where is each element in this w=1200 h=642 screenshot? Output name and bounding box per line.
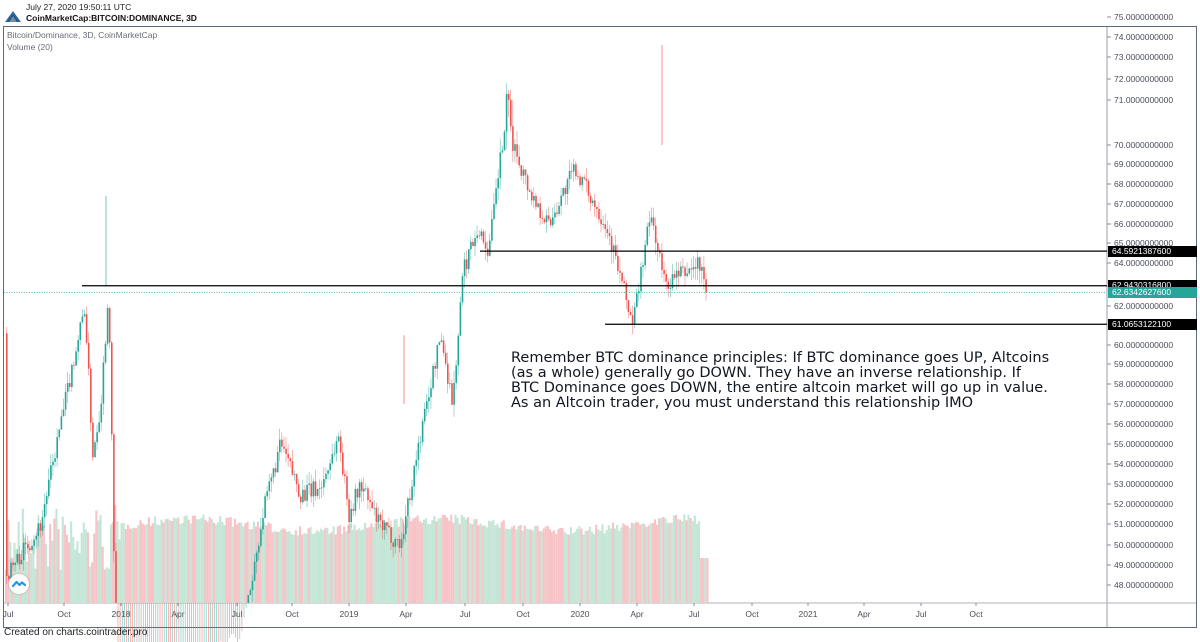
time-tick-label: Oct bbox=[285, 609, 299, 619]
annotation-text: Remember BTC dominance principles: If BT… bbox=[511, 350, 1050, 411]
symbol-title: CoinMarketCap:BITCOIN:DOMINANCE, 3D bbox=[26, 13, 197, 23]
time-tick-label: Jul bbox=[3, 609, 14, 619]
cointrader-logo-icon bbox=[5, 11, 21, 22]
price-tick-label: 48.0000000000 bbox=[1114, 580, 1173, 590]
time-tick-label: 2019 bbox=[340, 609, 359, 619]
price-tick-label: 59.0000000000 bbox=[1114, 359, 1173, 369]
chart-header: July 27, 2020 19:50:11 UTC CoinMarketCap… bbox=[0, 0, 1200, 26]
time-tick-label: Oct bbox=[516, 609, 530, 619]
price-tick-label: 67.0000000000 bbox=[1114, 199, 1173, 209]
price-tick-label: 73.0000000000 bbox=[1114, 52, 1173, 62]
price-tick-label: 58.0000000000 bbox=[1114, 379, 1173, 389]
time-tick-label: Jul bbox=[916, 609, 927, 619]
price-tick-label: 49.0000000000 bbox=[1114, 560, 1173, 570]
time-tick-label: Oct bbox=[745, 609, 759, 619]
price-candles bbox=[6, 45, 707, 642]
price-axis[interactable]: 75.0000000000 74.0000000000 73.0000000000 7… bbox=[1107, 12, 1173, 590]
horizontal-levels[interactable] bbox=[82, 250, 1107, 325]
price-tag: 61.0653122100 bbox=[1108, 318, 1197, 330]
time-tick-label: Apr bbox=[399, 609, 412, 619]
time-tick-label: Oct bbox=[57, 609, 71, 619]
price-tick-label: 51.0000000000 bbox=[1114, 519, 1173, 529]
price-tick-label: 57.0000000000 bbox=[1114, 399, 1173, 409]
time-tick-label: Apr bbox=[171, 609, 184, 619]
time-tick-label: Apr bbox=[857, 609, 870, 619]
price-tick-label: 52.0000000000 bbox=[1114, 499, 1173, 509]
time-tick-label: Jul bbox=[460, 609, 471, 619]
footer-credit: Created on charts.cointrader.pro bbox=[4, 627, 148, 638]
price-tick-label: 50.0000000000 bbox=[1114, 540, 1173, 550]
price-tick-label: 72.0000000000 bbox=[1114, 74, 1173, 84]
time-tick-label: 2020 bbox=[571, 609, 590, 619]
price-tick-label: 74.0000000000 bbox=[1114, 32, 1173, 42]
time-tick-label: Apr bbox=[630, 609, 643, 619]
chart-logo-button[interactable] bbox=[9, 574, 29, 594]
price-tick-label: 70.0000000000 bbox=[1114, 140, 1173, 150]
price-tick-label: 56.0000000000 bbox=[1114, 419, 1173, 429]
price-tick-label: 75.0000000000 bbox=[1114, 12, 1173, 22]
price-tag: 64.5921387600 bbox=[1108, 245, 1197, 257]
price-tick-label: 65.0000000000 bbox=[1114, 238, 1173, 248]
price-tick-label: 62.0000000000 bbox=[1114, 301, 1173, 311]
price-tick-label: 53.0000000000 bbox=[1114, 479, 1173, 489]
price-tick-label: 54.0000000000 bbox=[1114, 459, 1173, 469]
price-tick-label: 69.0000000000 bbox=[1114, 159, 1173, 169]
volume-indicator-label[interactable]: Volume (20) bbox=[7, 42, 53, 52]
price-tag: 62.9430316800 bbox=[1108, 280, 1197, 292]
price-tag: 62.6342627600 bbox=[1108, 286, 1197, 298]
price-tick-label: 71.0000000000 bbox=[1114, 95, 1173, 105]
time-tick-label: Jul bbox=[689, 609, 700, 619]
time-tick-label: 2018 bbox=[112, 609, 131, 619]
time-tick-label: Oct bbox=[969, 609, 983, 619]
price-tick-label: 64.0000000000 bbox=[1114, 258, 1173, 268]
time-tick-label: 2021 bbox=[799, 609, 818, 619]
price-tick-label: 68.0000000000 bbox=[1114, 179, 1173, 189]
price-tick-label: 55.0000000000 bbox=[1114, 439, 1173, 449]
volume-histogram bbox=[5, 505, 709, 603]
price-tick-label: 60.0000000000 bbox=[1114, 340, 1173, 350]
chart-legend: Bitcoin/Dominance, 3D, CoinMarketCap Vol… bbox=[7, 29, 157, 53]
snapshot-timestamp: July 27, 2020 19:50:11 UTC bbox=[26, 2, 132, 12]
time-axis[interactable]: Jul Oct 2018 Apr Jul Oct 2019 Apr Jul Oct 2020 Apr J… bbox=[3, 603, 984, 619]
wave-icon bbox=[11, 580, 27, 588]
series-title: Bitcoin/Dominance, 3D, CoinMarketCap bbox=[7, 30, 158, 40]
time-tick-label: Jul bbox=[232, 609, 243, 619]
price-tick-label: 66.0000000000 bbox=[1114, 219, 1173, 229]
